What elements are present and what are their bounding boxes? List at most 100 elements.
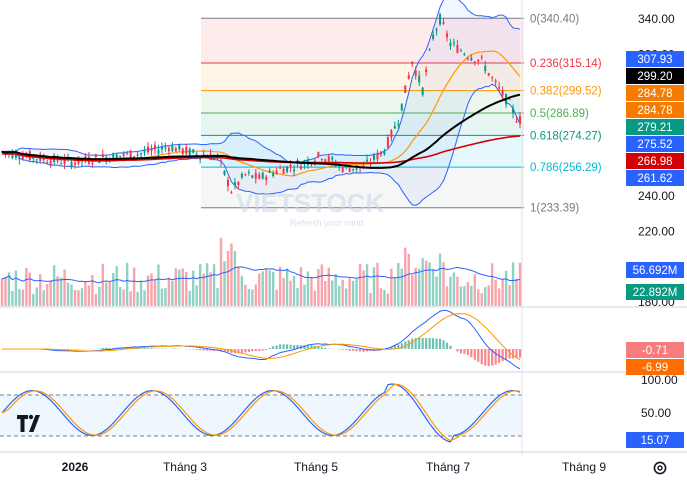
macd-histogram-bar [261,349,264,351]
volume-bar [230,243,233,306]
volume-bar [449,276,452,306]
candle-body [42,157,45,160]
gear-icon[interactable] [651,459,669,477]
candle-body [282,168,285,174]
candle-body [286,166,289,172]
stoch-k-line [1,383,521,443]
volume-bar [223,261,226,306]
candle-body [46,162,49,164]
macd-histogram-bar [195,349,198,350]
candle-body [115,154,118,161]
volume-bar [56,276,59,306]
volume-bar [334,274,337,306]
macd-histogram-bar [77,349,80,350]
macd-histogram-bar [268,347,271,349]
volume-bar [136,291,139,306]
volume-bar [365,264,369,306]
macd-histogram-bar [289,344,292,349]
candle-body [428,49,431,51]
candle-body [178,144,181,150]
candle-body [240,173,243,178]
volume-bar [105,282,108,306]
candle-body [153,144,156,150]
volume-bar [313,290,317,306]
candle-body [254,172,257,179]
candle-body [372,154,375,160]
volume-bar [390,268,393,306]
bb-upper [1,0,521,164]
volume-bar [497,288,501,306]
volume-bar [32,293,35,306]
candle-body [501,90,504,96]
candle-body [202,154,205,156]
macd-histogram-bar [348,349,351,351]
macd-histogram-bar [101,348,104,349]
volume-bar [317,269,320,306]
candle-body [404,85,407,93]
fib-zone [201,113,524,136]
macd-histogram-bar [425,338,428,349]
volume-bar [414,267,417,306]
volume-bar [511,262,515,306]
candle-body [275,170,278,174]
volume-bar [407,253,410,306]
macd-histogram-bar [456,349,459,352]
volume-bar [174,268,178,306]
candle-body [143,150,146,153]
candle-body [452,42,455,44]
volume-bar [219,237,223,306]
price-tick-label: 340.00 [638,12,675,26]
volume-bar [84,281,87,306]
tradingview-logo-icon[interactable] [16,412,44,434]
macd-histogram-bar [317,346,320,349]
volume-bar [101,263,105,306]
volume-bar [362,270,365,306]
volume-bar [299,267,303,306]
macd-histogram-bar [244,349,247,353]
fib-label: 0.786(256.29) [530,162,602,174]
volume-bar [303,284,306,306]
volume-bar [45,284,49,306]
price-badge-bg [626,68,684,84]
volume-bar [501,278,504,306]
macd-histogram-bar [112,347,115,349]
macd-histogram-bar [73,349,77,350]
volume-bar [129,291,132,306]
volume-bar [494,279,497,306]
volume-bar [233,251,237,306]
volume-bar [108,281,111,306]
macd-histogram-bar [237,349,240,354]
candle-body [265,176,268,181]
candle-body [449,43,452,46]
candle-body [386,137,389,148]
volume-bar [52,265,56,306]
candle-body [185,147,188,154]
candle-body [150,148,153,151]
volume-bar [452,272,456,306]
fib-label: 0.618(274.27) [530,130,602,142]
macd-histogram-bar [438,338,442,349]
candle-body [60,163,63,165]
volume-bar [185,271,188,306]
candle-body [101,154,104,158]
volume-bar [369,292,372,306]
macd-histogram-bar [219,349,223,352]
volume-bar [98,286,101,306]
volume-bar [421,258,424,306]
volume-bar [484,287,487,306]
volume-bar [244,284,247,306]
volume-bar [25,267,28,306]
volume-bar [143,290,146,306]
macd-histogram-bar [324,347,327,349]
macd-histogram-bar [66,349,70,350]
macd-histogram-bar [254,349,257,352]
volume-bar [188,290,191,306]
volume-bar [132,267,136,306]
volume-badge-bg [626,284,684,300]
volume-bar [7,272,11,306]
candle-body [515,121,518,123]
macd-histogram-bar [345,349,348,351]
macd-badge-bg [626,342,684,358]
volume-bar [70,284,73,306]
